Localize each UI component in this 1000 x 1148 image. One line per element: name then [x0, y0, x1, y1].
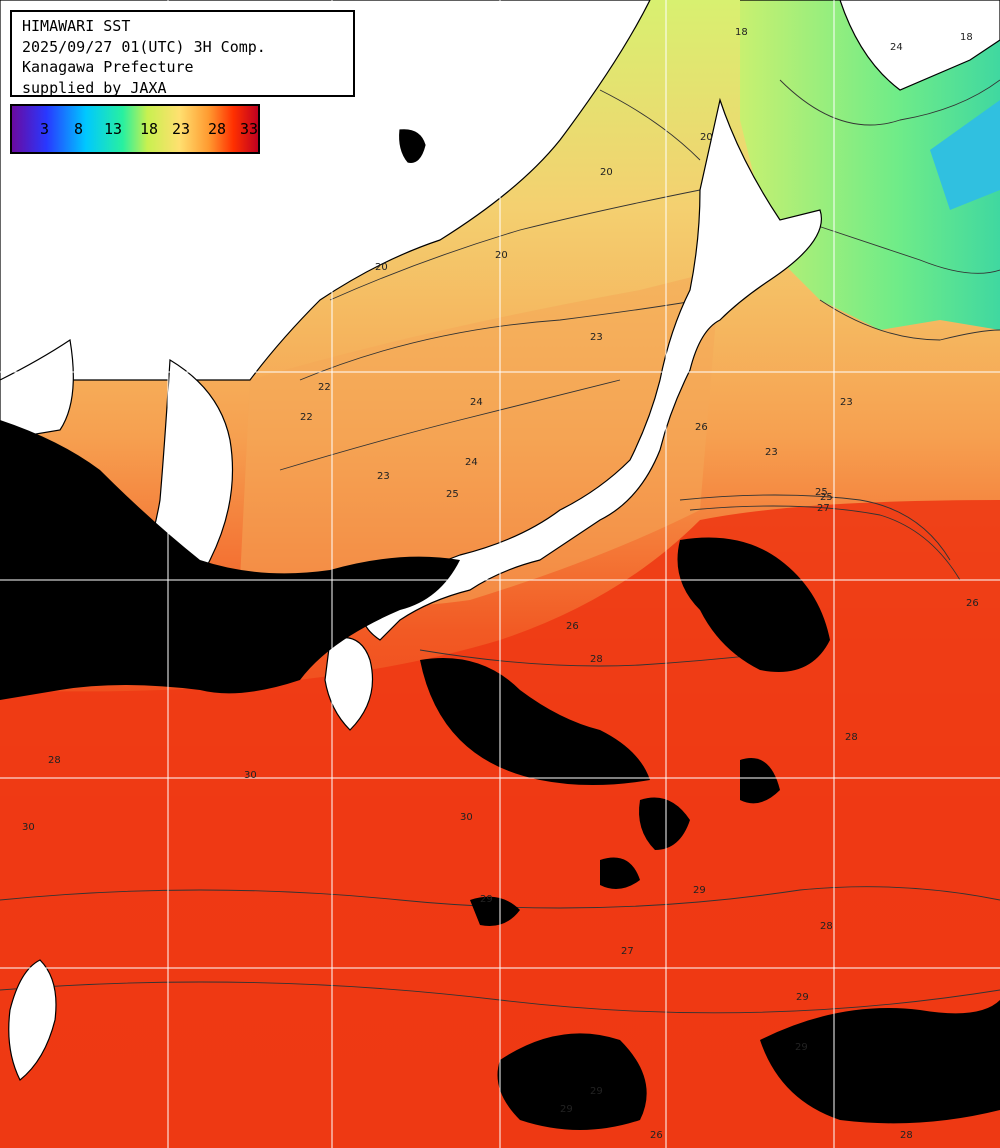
- contour-label: 28: [590, 654, 603, 665]
- cold-current-band: [930, 100, 1000, 210]
- contour-label: 23: [765, 447, 778, 458]
- contour-label: 24: [890, 42, 903, 53]
- contour-label: 20: [600, 167, 613, 178]
- legend-tick-18: 18: [140, 120, 159, 138]
- legend-tick-8: 8: [74, 120, 84, 138]
- contour-label: 29: [560, 1104, 573, 1115]
- land-island-small: [399, 129, 426, 163]
- cloud-cover: [0, 420, 1000, 1130]
- contour-label: 28: [48, 755, 61, 766]
- contour-label: 30: [460, 812, 473, 823]
- contour-label: 28: [900, 1130, 913, 1141]
- legend-tick-33: 33: [240, 120, 259, 138]
- contour-label: 20: [375, 262, 388, 273]
- contour-label: 24: [465, 457, 478, 468]
- contour-label: 27: [817, 503, 830, 514]
- contour-label: 29: [796, 992, 809, 1003]
- contour-label: 23: [840, 397, 853, 408]
- contour-label: 26: [566, 621, 579, 632]
- contour-label: 20: [495, 250, 508, 261]
- contour-label: 23: [377, 471, 390, 482]
- color-scale-legend: 3 8 13 18 23 28 33: [10, 104, 260, 154]
- map-title-box: HIMAWARI SST 2025/09/27 01(UTC) 3H Comp.…: [10, 10, 355, 97]
- contour-label: 25: [820, 492, 833, 503]
- contour-label: 18: [960, 32, 973, 43]
- contour-label: 18: [735, 27, 748, 38]
- land-hokkaido-tip: [740, 0, 1000, 91]
- title-line-4: supplied by JAXA: [22, 78, 167, 97]
- contour-label: 26: [650, 1130, 663, 1141]
- contour-label: 28: [845, 732, 858, 743]
- land-taiwan: [8, 959, 57, 1081]
- contour-label: 29: [590, 1086, 603, 1097]
- contour-label: 28: [820, 921, 833, 932]
- contour-label: 30: [244, 770, 257, 781]
- contour-label: 24: [470, 397, 483, 408]
- legend-tick-23: 23: [172, 120, 191, 138]
- title-line-3: Kanagawa Prefecture: [22, 58, 194, 76]
- legend-tick-28: 28: [208, 120, 227, 138]
- land-honshu: [361, 97, 822, 641]
- contour-label: 29: [693, 885, 706, 896]
- title-line-2: 2025/09/27 01(UTC) 3H Comp.: [22, 37, 266, 56]
- legend-tick-13: 13: [104, 120, 123, 138]
- contour-label: 22: [318, 382, 331, 393]
- contour-label: 29: [795, 1042, 808, 1053]
- contour-label: 23: [590, 332, 603, 343]
- contour-label: 25: [446, 489, 459, 500]
- contour-label: 29: [480, 894, 493, 905]
- contour-label: 22: [300, 412, 313, 423]
- contour-label: 27: [621, 946, 634, 957]
- contour-label: 25: [815, 487, 828, 498]
- mid-temperature-zone: [240, 270, 720, 607]
- legend-gradient-bar: [12, 106, 258, 152]
- land-china-coast: [0, 338, 74, 441]
- contour-label: 26: [966, 598, 979, 609]
- legend-tick-3: 3: [40, 120, 50, 138]
- contour-label: 26: [695, 422, 708, 433]
- title-line-1: HIMAWARI SST: [22, 17, 131, 35]
- contour-label: 30: [22, 822, 35, 833]
- contour-label: 20: [700, 132, 713, 143]
